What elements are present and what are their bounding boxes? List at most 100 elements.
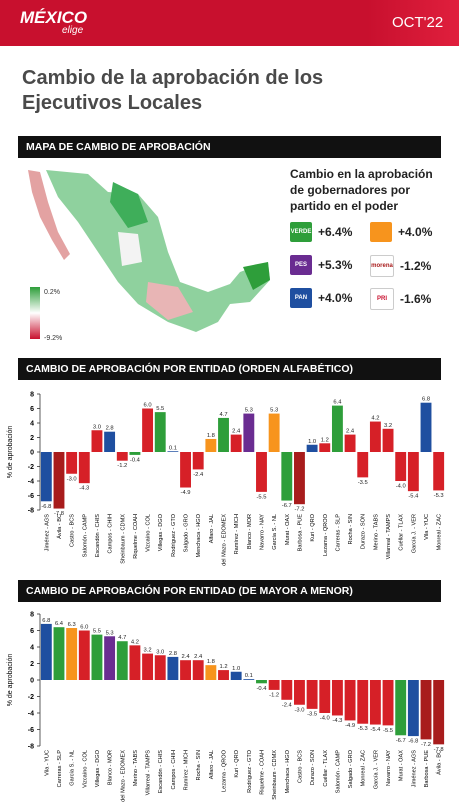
x-tick-label: Campos - CHIH <box>108 514 114 553</box>
value-label: -3.5 <box>358 480 368 486</box>
y-tick-label: -6 <box>28 493 34 500</box>
region <box>118 232 142 266</box>
value-label: -6.8 <box>41 504 51 510</box>
x-tick-label: Murat - OAX <box>399 750 405 781</box>
x-tick-label: del Mazo - EDOMEX <box>120 750 126 802</box>
value-label: 3.0 <box>156 649 164 655</box>
header-bar <box>0 0 459 46</box>
x-tick-label: Villegas - DGO <box>95 749 101 787</box>
value-label: -7.2 <box>421 742 431 748</box>
bar <box>205 438 217 452</box>
mainland <box>46 170 270 332</box>
party-item: VERDE +6.4% <box>290 222 352 242</box>
section-heading: CAMBIO DE APROBACIÓN POR ENTIDAD (ORDEN … <box>18 358 441 380</box>
bar <box>167 451 179 452</box>
value-label: -6.8 <box>408 739 418 745</box>
x-tick-label: Cuéllar - TLAX <box>399 514 405 551</box>
bar <box>129 645 141 680</box>
value-label: -2.4 <box>193 472 204 478</box>
value-label: -7.8 <box>54 511 64 517</box>
bar <box>218 670 229 680</box>
bar <box>420 680 432 740</box>
value-label: 0.1 <box>169 445 177 451</box>
value-label: -5.5 <box>256 494 266 500</box>
value-label: 2.8 <box>106 426 114 432</box>
value-label: -6.7 <box>396 738 406 744</box>
bar <box>66 452 78 474</box>
value-label: -6.7 <box>282 503 292 509</box>
x-tick-label: Salgado - GRO <box>348 749 354 788</box>
party-value: -1.6% <box>400 292 432 306</box>
bar <box>331 405 343 452</box>
bar <box>357 680 369 724</box>
y-tick-label: 6 <box>30 628 34 635</box>
logo-sub: elige <box>62 25 84 36</box>
bar <box>420 402 432 452</box>
bar <box>319 680 331 713</box>
x-tick-label: Castro - BCS <box>70 514 76 547</box>
x-tick-label: Kuri - QRO <box>310 513 316 541</box>
bar <box>433 452 445 491</box>
value-label: -5.5 <box>383 728 393 734</box>
value-label: -1.2 <box>117 463 127 469</box>
bar <box>116 452 128 461</box>
bar <box>433 680 445 745</box>
bar <box>294 680 305 705</box>
bar <box>104 636 116 680</box>
value-label: -4.0 <box>320 716 330 722</box>
value-label: 2.4 <box>346 429 355 435</box>
bar <box>116 641 128 680</box>
party-logo: VERDE <box>290 222 312 242</box>
value-label: 3.2 <box>384 423 392 429</box>
y-tick-label: 2 <box>30 661 34 668</box>
value-label: 6.0 <box>144 403 152 409</box>
value-label: 6.8 <box>42 618 50 624</box>
x-tick-label: Ávila - BC <box>436 750 443 775</box>
y-tick-label: -4 <box>28 711 34 718</box>
value-label: 2.4 <box>232 429 241 435</box>
bar <box>40 623 52 680</box>
bar <box>78 452 90 484</box>
x-tick-label: Menchaca - HGO <box>196 513 202 557</box>
party-value: +4.0% <box>318 291 353 305</box>
x-tick-label: Carreras - SLP <box>57 750 63 788</box>
x-tick-label: del Mazo - EDOMEX <box>222 514 228 566</box>
value-label: -3.0 <box>294 707 304 713</box>
y-axis-label: % de aprobación <box>7 654 14 707</box>
party-item: morena -1.2% <box>370 255 431 277</box>
value-label: -4.3 <box>332 718 342 724</box>
bar <box>243 413 255 452</box>
x-tick-label: Alfaro - JAL <box>209 514 215 543</box>
value-label: 1.2 <box>219 664 227 670</box>
y-tick-label: -8 <box>28 508 34 515</box>
x-tick-label: Murat - OAX <box>285 514 291 545</box>
bar <box>243 679 255 680</box>
x-tick-label: Vizcaíno - COL <box>82 750 88 788</box>
bar <box>369 421 381 452</box>
region <box>243 262 270 290</box>
x-tick-label: Durazo - SON <box>310 750 316 785</box>
party-item: +4.0% <box>370 222 432 242</box>
legend-min: -9.2% <box>44 335 62 342</box>
value-label: 2.8 <box>169 651 177 657</box>
bar <box>192 452 204 470</box>
value-label: 5.3 <box>106 630 114 636</box>
x-tick-label: Navarro - NAY <box>386 750 392 786</box>
section-heading: CAMBIO DE APROBACIÓN POR ENTIDAD (DE MAY… <box>18 580 441 602</box>
bar <box>281 680 293 700</box>
x-tick-label: Jiménez - AGS <box>411 750 417 788</box>
x-tick-label: Blanco - MOR <box>108 750 114 785</box>
y-tick-label: -4 <box>28 479 34 486</box>
value-label: 4.2 <box>371 416 379 422</box>
bar <box>154 412 166 452</box>
bar <box>395 452 407 481</box>
value-label: 0.1 <box>245 673 253 679</box>
x-tick-label: Vila - YUC <box>424 514 430 540</box>
value-label: 4.7 <box>118 635 126 641</box>
x-tick-label: Lezama - QROO <box>323 513 329 556</box>
x-tick-label: García S. - NL <box>70 750 76 786</box>
bar <box>91 430 103 452</box>
party-item: PRI -1.6% <box>370 288 431 310</box>
x-tick-label: Lezama - QROO <box>222 749 228 792</box>
y-tick-label: 4 <box>30 645 34 652</box>
